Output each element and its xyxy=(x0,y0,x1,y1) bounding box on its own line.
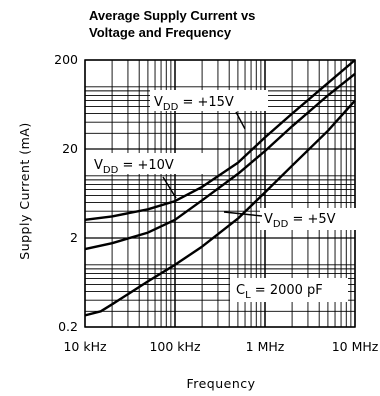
load-cap-rest: = 2000 pF xyxy=(251,283,323,298)
series-label-10v-main: V xyxy=(94,158,103,173)
y-tick-label-2: 20 xyxy=(62,141,78,156)
series-line-2 xyxy=(84,99,356,317)
series-line-0 xyxy=(84,59,356,221)
series-line-1 xyxy=(84,72,356,251)
x-tick-label-0: 10 kHz xyxy=(63,339,107,354)
series-label-10v: VDD = +10V xyxy=(90,153,206,199)
series-label-15v-rest: = +15V xyxy=(178,95,234,110)
chart-title-line1: Average Supply Current vs xyxy=(89,8,255,23)
series-label-10v-rest: = +10V xyxy=(118,158,174,173)
svg-text:VDD = +5V: VDD = +5V xyxy=(264,212,336,230)
svg-text:CL = 2000 pF: CL = 2000 pF xyxy=(236,283,323,301)
y-tick-labels: 0.2 2 20 200 xyxy=(54,52,78,334)
x-axis-label: Frequency xyxy=(186,376,255,391)
series-label-5v-main: V xyxy=(264,212,273,227)
svg-text:VDD = +15V: VDD = +15V xyxy=(154,95,234,113)
series-label-5v-rest: = +5V xyxy=(288,212,335,227)
x-tick-label-3: 10 MHz xyxy=(332,339,379,354)
series-lines xyxy=(84,59,356,317)
load-cap-sub: L xyxy=(245,290,251,301)
plot-border xyxy=(84,59,356,328)
load-cap-main: C xyxy=(236,283,245,298)
x-tick-label-2: 1 MHz xyxy=(246,339,285,354)
chart-title-line2: Voltage and Frequency xyxy=(89,25,232,40)
x-tick-labels: 10 kHz 100 kHz 1 MHz 10 MHz xyxy=(63,339,378,354)
x-tick-label-1: 100 kHz xyxy=(149,339,200,354)
y-tick-label-3: 200 xyxy=(54,52,78,67)
series-label-15v-main: V xyxy=(154,95,163,110)
series-label-5v-sub: DD xyxy=(273,219,289,230)
y-tick-label-1: 2 xyxy=(70,230,78,245)
y-axis-label: Supply Current (mA) xyxy=(17,122,32,259)
series-label-5v: VDD = +5V xyxy=(223,208,356,230)
series-label-15v-sub: DD xyxy=(163,102,179,113)
svg-text:VDD = +10V: VDD = +10V xyxy=(94,158,174,176)
load-capacitance-annotation: CL = 2000 pF xyxy=(230,278,348,302)
y-tick-label-0: 0.2 xyxy=(58,319,78,334)
series-label-10v-sub: DD xyxy=(103,165,119,176)
plot-frame xyxy=(84,59,356,328)
series-label-15v: VDD = +15V xyxy=(150,90,268,130)
